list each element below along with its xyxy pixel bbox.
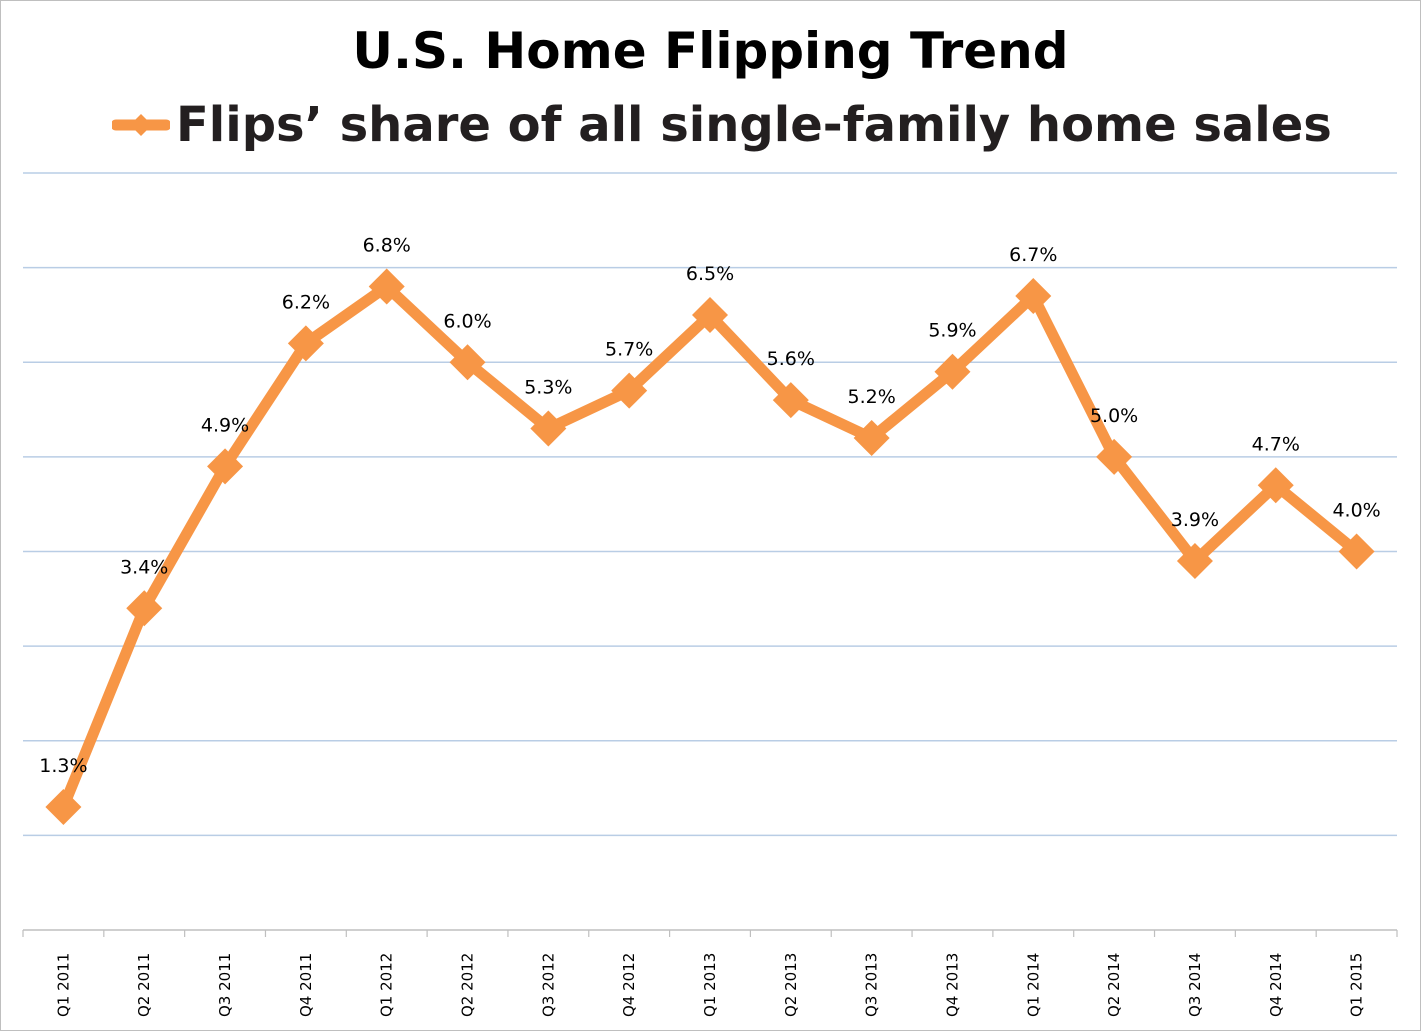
x-tick-label: Q2 2013 [782, 953, 800, 1017]
data-point-marker [1338, 533, 1375, 570]
x-tick-label: Q4 2012 [620, 953, 638, 1017]
data-point-marker [207, 448, 244, 485]
data-label: 5.2% [848, 386, 896, 408]
x-tick-label: Q3 2014 [1186, 953, 1204, 1017]
data-label: 4.7% [1252, 433, 1300, 455]
data-point-marker [1176, 542, 1213, 579]
data-label: 6.5% [686, 263, 734, 285]
data-point-marker [853, 419, 890, 456]
data-point-marker [45, 788, 82, 825]
data-label: 6.7% [1009, 244, 1057, 266]
data-point-marker [1015, 278, 1052, 315]
x-tick-label: Q1 2013 [701, 953, 719, 1017]
x-tick-label: Q1 2015 [1348, 953, 1366, 1017]
data-label: 5.3% [524, 376, 572, 398]
legend-label: Flips’ share of all single-family home s… [176, 97, 1332, 153]
data-point-marker [126, 590, 163, 627]
data-label: 6.8% [363, 235, 411, 257]
x-tick-label: Q3 2013 [863, 953, 881, 1017]
x-tick-label: Q2 2012 [459, 953, 477, 1017]
data-label: 5.7% [605, 339, 653, 361]
data-label: 6.0% [443, 310, 491, 332]
x-tick-label: Q2 2014 [1105, 953, 1123, 1017]
chart-title: U.S. Home Flipping Trend [352, 22, 1069, 80]
data-point-marker [1257, 467, 1294, 504]
data-label: 5.9% [928, 320, 976, 342]
legend: Flips’ share of all single-family home s… [110, 97, 1332, 153]
data-point-marker [692, 296, 728, 333]
data-point-marker [449, 344, 486, 381]
data-point-marker [611, 372, 648, 409]
x-tick-label: Q3 2012 [539, 953, 557, 1017]
data-point-marker [530, 410, 567, 447]
x-tick-label: Q4 2013 [943, 953, 961, 1017]
data-point-marker [772, 382, 809, 419]
x-tick-label: Q1 2011 [54, 953, 72, 1017]
data-label: 1.3% [39, 755, 87, 777]
data-label: 6.2% [282, 291, 330, 313]
x-tick-label: Q4 2014 [1267, 953, 1285, 1017]
series-line [57, 279, 1363, 813]
x-tick-label: Q4 2011 [297, 953, 315, 1017]
x-tick-label: Q2 2011 [135, 953, 153, 1017]
data-label: 5.6% [767, 348, 815, 370]
data-point-marker [287, 325, 324, 362]
x-tick-label: Q1 2012 [378, 953, 396, 1017]
data-label: 4.9% [201, 414, 249, 436]
x-tick-label: Q3 2011 [216, 953, 234, 1017]
data-label: 3.4% [120, 556, 168, 578]
x-tick-label: Q1 2014 [1024, 953, 1042, 1017]
data-label: 3.9% [1171, 509, 1219, 531]
data-point-marker [1096, 438, 1133, 475]
data-point-marker [934, 353, 971, 390]
legend-swatch [110, 97, 172, 153]
data-label: 5.0% [1090, 405, 1138, 427]
data-label: 4.0% [1332, 500, 1380, 522]
data-point-marker [368, 268, 405, 305]
